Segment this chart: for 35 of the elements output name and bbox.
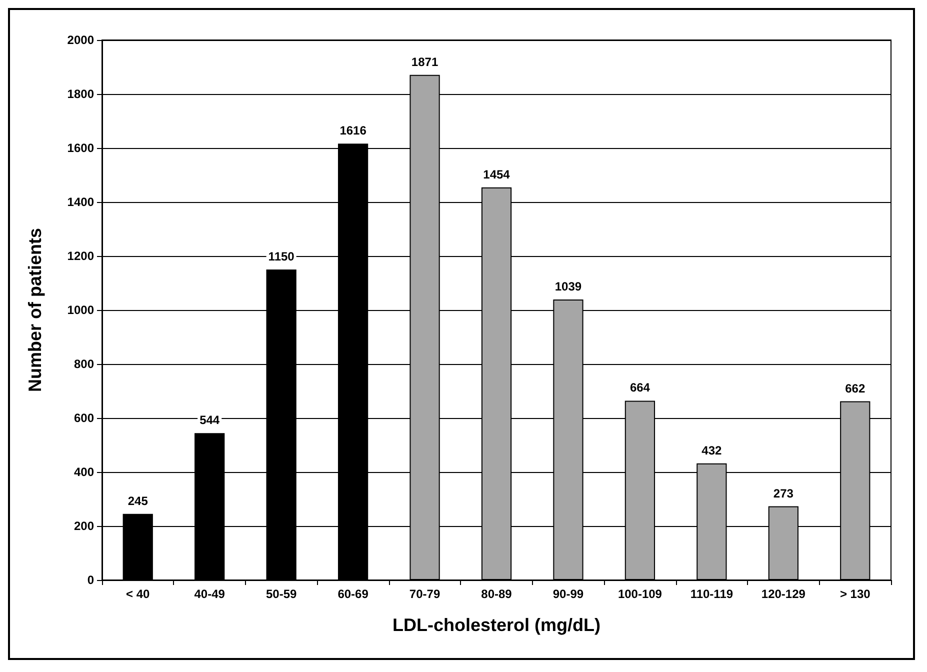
y-tick-label: 400 bbox=[74, 465, 94, 479]
y-tick-label: 600 bbox=[74, 411, 94, 425]
data-label: 1150 bbox=[268, 250, 295, 264]
x-tick-label: 80-89 bbox=[481, 587, 512, 601]
y-tick-label: 2000 bbox=[67, 33, 94, 47]
data-label: 1039 bbox=[554, 279, 582, 294]
y-tick-label: 1800 bbox=[67, 87, 94, 101]
data-label: 273 bbox=[773, 486, 794, 500]
data-label: 1616 bbox=[340, 124, 367, 138]
x-tick-label: 100-109 bbox=[618, 587, 662, 601]
x-axis-title: LDL-cholesterol (mg/dL) bbox=[392, 615, 600, 635]
data-label: 1871 bbox=[411, 54, 438, 69]
y-tick-label: 1400 bbox=[67, 195, 94, 209]
data-label: 544 bbox=[200, 413, 220, 428]
y-tick-label: 0 bbox=[87, 573, 94, 587]
x-tick-label: 90-99 bbox=[552, 587, 584, 601]
y-tick-label: 1200 bbox=[67, 249, 94, 263]
x-tick-label: < 40 bbox=[126, 587, 150, 601]
data-label: 664 bbox=[630, 380, 650, 395]
x-tick-label: 50-59 bbox=[266, 587, 297, 601]
x-tick-label: 60-69 bbox=[338, 587, 369, 601]
y-tick-label: 1000 bbox=[67, 303, 94, 317]
data-label: 662 bbox=[845, 381, 866, 396]
data-label: 1454 bbox=[483, 167, 510, 182]
x-tick-label: 110-119 bbox=[690, 587, 734, 601]
data-label: 245 bbox=[128, 494, 148, 508]
x-tick-label: 120-129 bbox=[761, 587, 806, 601]
x-tick-label: > 130 bbox=[840, 587, 871, 601]
y-tick-label: 1600 bbox=[67, 141, 94, 155]
y-tick-label: 200 bbox=[74, 519, 94, 533]
y-tick-label: 800 bbox=[74, 357, 94, 371]
x-tick-label: 40-49 bbox=[194, 587, 226, 601]
data-label: 432 bbox=[702, 443, 722, 458]
y-axis-title: Number of patients bbox=[25, 228, 45, 392]
x-tick-label: 70-79 bbox=[409, 587, 440, 601]
